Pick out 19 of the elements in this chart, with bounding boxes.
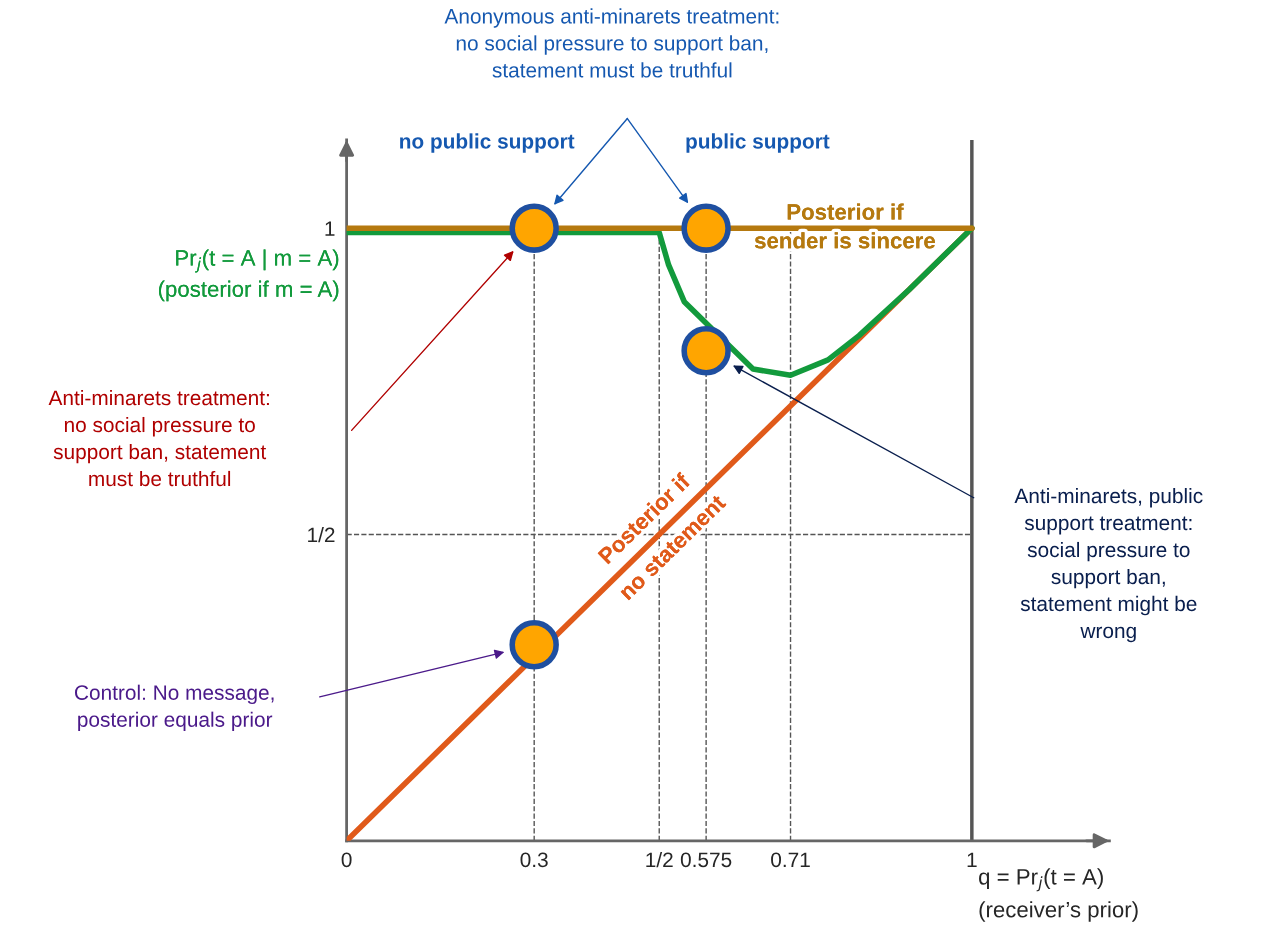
x-axis-title: q = Pr$_{j}$(t = A) (receiver’s prior) bbox=[979, 868, 1138, 922]
annotation: public support bbox=[686, 133, 830, 153]
x-tick-label: 1 bbox=[967, 852, 977, 867]
x-tick-label: 0.71 bbox=[771, 852, 810, 868]
annotation: Anti-minarets, public support treatment: social pressure to support ban, statement might be wrong bbox=[1014, 487, 1203, 643]
series-label: Pr$_{j}$(t = A | m = A) (posterior if m = A) bbox=[158, 249, 339, 302]
series-label: Posterior if sender is sincere bbox=[754, 203, 935, 249]
text: Anti-minarets treatment: no social pressure to support ban, statement must be truthful bbox=[48, 389, 269, 487]
x-tick-label: 0.3 bbox=[520, 852, 548, 868]
point bbox=[509, 203, 559, 253]
annotation: no public support bbox=[400, 133, 575, 153]
text: Anonymous anti-minarets treatment: no social pressure to support ban, statement must be truthful bbox=[444, 8, 779, 78]
x-tick-label: 0 bbox=[341, 852, 352, 868]
point bbox=[681, 325, 731, 376]
point bbox=[509, 620, 559, 670]
text: Control: No message, posterior equals prior bbox=[74, 684, 274, 732]
point bbox=[681, 203, 731, 253]
x-tick-label: 1/2 bbox=[646, 851, 673, 868]
x-tick-label: 0.575 bbox=[680, 852, 732, 868]
